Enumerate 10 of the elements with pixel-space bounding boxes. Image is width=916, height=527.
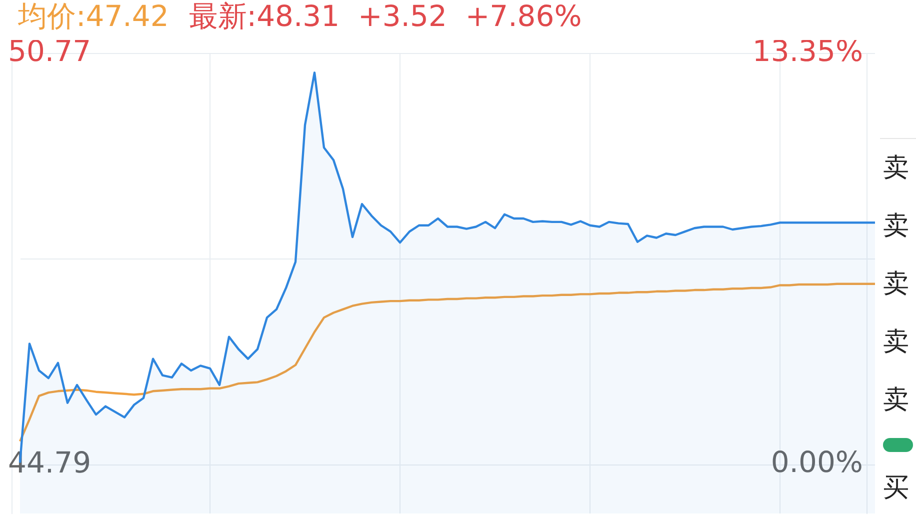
text: 买 <box>882 472 910 505</box>
chart-subtitle: 最新:48.31 +3.52 +7.86% <box>188 0 582 33</box>
text: 卖 <box>882 384 910 417</box>
y2-tick-label: 0.00% <box>770 445 863 480</box>
y-tick-label: 44.79 <box>8 445 92 480</box>
text: 卖 <box>882 326 910 359</box>
text: 卖 <box>882 268 910 301</box>
chart-title: 均价:47.42 <box>18 0 169 33</box>
text: 卖 <box>882 152 910 185</box>
text: 卖 <box>882 210 910 243</box>
